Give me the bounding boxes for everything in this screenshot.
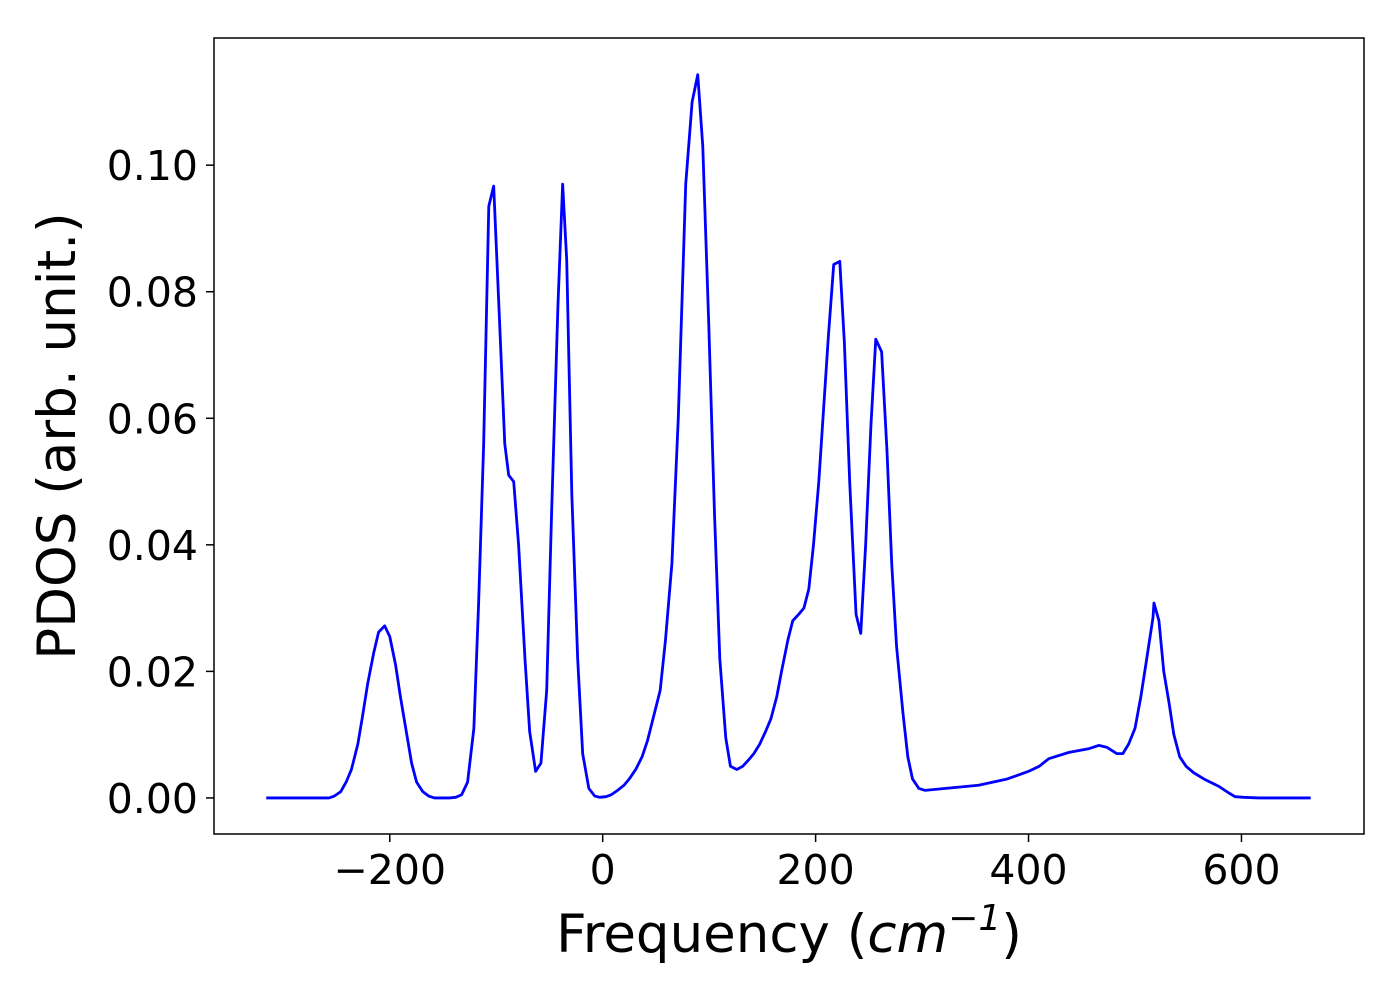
x-label-text: Frequency (: [556, 904, 867, 965]
x-axis-label: Frequency (cm−1): [556, 898, 1022, 965]
y-tick-label: 0.10: [107, 142, 198, 190]
x-label-math: cm: [867, 904, 948, 965]
y-tick-label: 0.00: [107, 775, 198, 823]
x-tick-label: 0: [590, 846, 616, 894]
x-tick-label: 600: [1202, 846, 1280, 894]
y-tick-label: 0.04: [107, 522, 198, 570]
plot-frame: [213, 37, 1365, 835]
y-tick-label: 0.02: [107, 648, 198, 696]
data-line: [266, 73, 1311, 800]
x-label-text: ): [1001, 904, 1022, 965]
x-tick-label: −200: [333, 846, 446, 894]
y-tick-label: 0.06: [107, 395, 198, 443]
y-tick-label: 0.08: [107, 269, 198, 317]
y-axis-label: PDOS (arb. unit.): [27, 212, 88, 659]
x-label-exponent: −1: [948, 898, 1001, 939]
x-tick-label: 400: [989, 846, 1067, 894]
x-tick-label: 200: [776, 846, 854, 894]
